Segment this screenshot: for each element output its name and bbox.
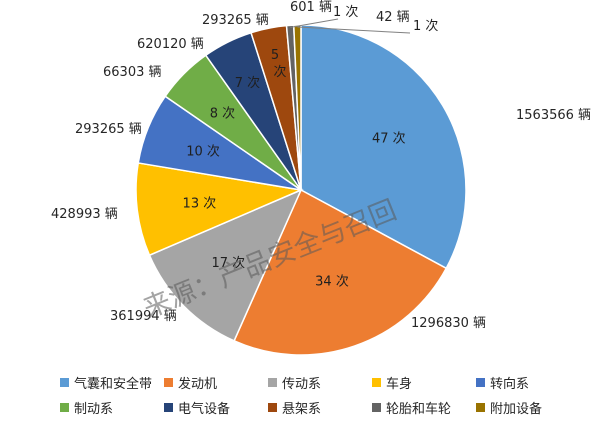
- legend-label: 转向系: [490, 377, 530, 392]
- legend-swatch: [372, 378, 381, 387]
- legend-label: 制动系: [74, 402, 114, 417]
- slice-value-label: 17 次: [211, 255, 245, 271]
- slice-vehicle-label: 1563566 辆: [516, 108, 591, 123]
- legend-item: 电气设备: [164, 398, 268, 417]
- slice-vehicle-label: 601 辆: [290, 0, 332, 15]
- slice-value-label: 13 次: [183, 195, 217, 211]
- legend-item: 传动系: [268, 373, 372, 392]
- legend-swatch: [164, 403, 173, 412]
- pie-slice: [135, 162, 304, 257]
- legend-label: 电气设备: [178, 402, 231, 417]
- legend-item: 转向系: [476, 373, 580, 392]
- legend-item: 轮胎和车轮: [372, 398, 476, 417]
- legend-swatch: [60, 378, 69, 387]
- legend-swatch: [476, 378, 485, 387]
- slice-vehicle-label: 42 辆: [376, 10, 410, 25]
- legend-item: 发动机: [164, 373, 268, 392]
- slice-value-label: 7 次: [235, 75, 260, 91]
- slice-vehicle-label: 361994 辆: [110, 309, 177, 324]
- legend-swatch: [372, 403, 381, 412]
- slice-vehicle-label: 1296830 辆: [411, 316, 486, 331]
- legend-label: 发动机: [178, 377, 218, 392]
- slice-vehicle-label: 293265 辆: [75, 122, 142, 137]
- legend-swatch: [268, 378, 277, 387]
- leader-line: [297, 26, 411, 34]
- legend-swatch: [60, 403, 69, 412]
- legend-label: 附加设备: [490, 402, 543, 417]
- legend-label: 气囊和安全带: [74, 377, 153, 392]
- slice-value-label: 1 次: [413, 18, 438, 34]
- pie-chart: 47 次 34 次 17 次 13 次 10 次 8 次7 次 5 次 1 次 1 次 15635…: [51, 0, 591, 356]
- legend-item: 气囊和安全带: [60, 373, 164, 392]
- legend-label: 传动系: [282, 377, 322, 392]
- legend-item: 悬架系: [268, 398, 372, 417]
- slice-value-label: 34 次: [315, 274, 349, 290]
- legend: 气囊和安全带 发动机 传动系 车身 转向系制动系 电气设备 悬架系 轮胎和车轮 附加设备: [60, 373, 580, 417]
- legend-item: 车身: [372, 373, 476, 392]
- legend-item: 制动系: [60, 398, 164, 417]
- slice-value-label: 8 次: [210, 105, 235, 121]
- legend-item: 附加设备: [476, 398, 580, 417]
- slice-value-label: 10 次: [186, 143, 220, 159]
- slice-vehicle-label: 293265 辆: [202, 13, 269, 28]
- pie-slice: [148, 188, 303, 342]
- slice-vehicle-label: 66303 辆: [103, 65, 162, 80]
- pie-slice: [292, 24, 302, 191]
- slice-vehicle-label: 428993 辆: [51, 207, 118, 222]
- leader-line: [290, 18, 339, 28]
- pie-slice: [300, 24, 467, 270]
- legend-label: 车身: [386, 377, 413, 392]
- legend-label: 轮胎和车轮: [386, 402, 452, 417]
- pie-slice: [233, 188, 448, 356]
- legend-swatch: [268, 403, 277, 412]
- legend-swatch: [164, 378, 173, 387]
- slice-vehicle-label: 620120 辆: [137, 37, 204, 52]
- legend-swatch: [476, 403, 485, 412]
- slice-value-label: 1 次: [333, 4, 358, 20]
- legend-label: 悬架系: [282, 402, 322, 417]
- slice-value-label: 47 次: [372, 131, 406, 147]
